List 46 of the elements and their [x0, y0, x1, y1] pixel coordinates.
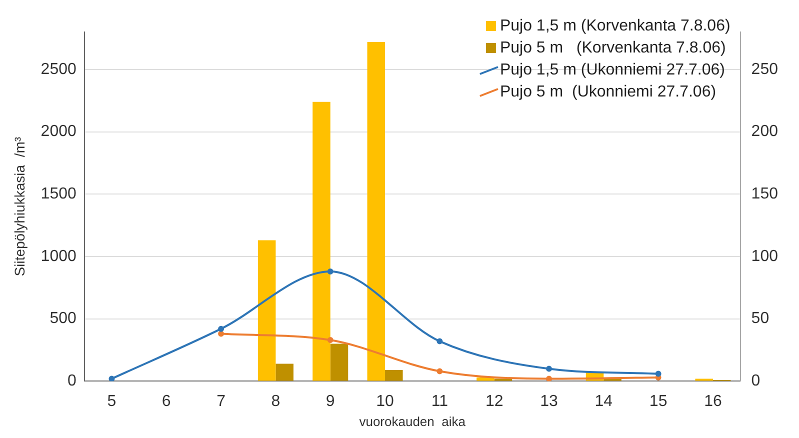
- point: [546, 376, 552, 382]
- point: [327, 337, 334, 344]
- y-axis-title: Siitepölyhiukkasia /m³: [11, 136, 28, 276]
- bar: [367, 42, 386, 381]
- y-tick-label: 2000: [40, 123, 76, 140]
- point: [108, 376, 115, 382]
- bar: [258, 240, 276, 381]
- y-tick-label: 1500: [40, 186, 76, 203]
- point: [655, 370, 662, 377]
- x-axis-title: vuorokauden aika: [359, 414, 466, 429]
- bar: [276, 364, 294, 381]
- point: [327, 268, 334, 274]
- point: [218, 326, 224, 332]
- point: [436, 338, 443, 344]
- x-tick-label: 6: [162, 393, 171, 410]
- x-tick-label: 14: [594, 393, 613, 410]
- legend-label: Pujo 5 m (Korvenkanta 7.8.06): [500, 39, 726, 56]
- bar: [312, 102, 330, 381]
- x-tick-label: 9: [326, 393, 335, 410]
- y2-tick-label: 100: [751, 248, 778, 265]
- legend-label: Pujo 1,5 m (Ukonniemi 27.7.06): [500, 61, 725, 78]
- x-tick-label: 10: [376, 393, 394, 410]
- x-tick-label: 12: [485, 393, 504, 410]
- x-tick-label: 11: [431, 393, 448, 410]
- x-tick-label: 5: [107, 393, 116, 410]
- y-tick-label: 2500: [40, 60, 76, 78]
- y-tick-label: 1000: [40, 248, 76, 265]
- y2-tick-label: 200: [751, 123, 778, 140]
- y2-tick-label: 150: [751, 186, 778, 203]
- y2-tick-label: 50: [751, 310, 770, 328]
- bar: [330, 344, 348, 381]
- y2-tick-label: 250: [751, 60, 778, 78]
- x-tick-label: 13: [540, 393, 558, 410]
- x-tick-label: 16: [704, 393, 722, 410]
- point: [436, 368, 443, 374]
- point: [218, 330, 224, 337]
- y-tick-label: 0: [67, 372, 76, 390]
- y2-tick-label: 0: [751, 372, 760, 390]
- x-tick-label: 7: [216, 393, 226, 410]
- point: [546, 366, 552, 372]
- x-tick-label: 8: [271, 393, 280, 410]
- x-tick-label: 15: [649, 393, 668, 410]
- legend-label: Pujo 5 m (Ukonniemi 27.7.06): [500, 83, 716, 100]
- legend-label: Pujo 1,5 m (Korvenkanta 7.8.06): [500, 17, 730, 34]
- y-tick-label: 500: [50, 310, 76, 328]
- bar: [385, 370, 403, 381]
